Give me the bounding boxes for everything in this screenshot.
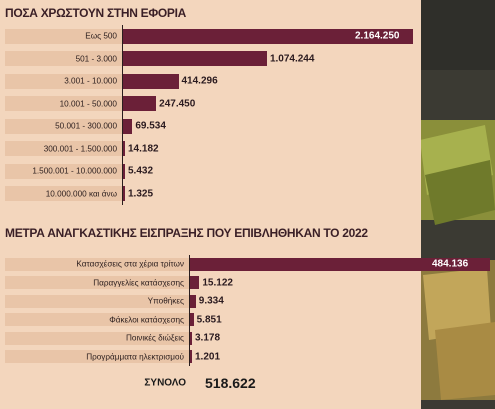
total-label: ΣΥΝΟΛΟ [144, 377, 186, 389]
chart-2-value-label: 9.334 [198, 295, 224, 307]
chart-1-value-label: 2.164.250 [355, 30, 400, 42]
chart-1-row-bg [5, 163, 123, 179]
chart-1-bar [123, 51, 267, 66]
chart-1-category-label: 501 - 3.000 [75, 54, 117, 63]
chart-2-row-bg [5, 276, 190, 289]
chart-2-bar [190, 350, 192, 363]
total-value: 518.622 [205, 375, 256, 391]
chart-1-bar [123, 28, 413, 44]
chart-1-value-label: 14.182 [128, 143, 159, 154]
chart-2-row-bg [5, 294, 190, 308]
chart-1-row-bg [5, 28, 123, 44]
chart-1-row-bg [5, 141, 123, 156]
chart-2-row-bg [5, 331, 190, 345]
chart-1-category-label: 1.500.001 - 10.000.000 [32, 166, 117, 176]
chart-2-category-label: Παραγγελίες κατάσχεσης [93, 278, 184, 287]
chart-2-axis-line [189, 254, 190, 366]
chart-2-value-label: 3.178 [195, 332, 221, 344]
chart-2-bar [190, 294, 196, 308]
chart-2-row-bg [5, 350, 190, 363]
chart-1-row-bg [5, 73, 123, 89]
chart-1-row-bg [5, 118, 123, 134]
chart-1-bar [123, 118, 133, 134]
chart-1-value-label: 247.450 [159, 98, 196, 109]
chart-1-axis-line [122, 24, 123, 205]
chart-1-bar [123, 96, 157, 111]
chart-2-bar [190, 313, 194, 326]
money-photo-image [415, 0, 495, 409]
chart-2-value-label: 1.201 [195, 351, 221, 362]
chart-2-value-label: 484.136 [432, 258, 469, 270]
chart-1-value-label: 414.296 [181, 75, 218, 87]
chart-2-value-label: 15.122 [202, 277, 233, 288]
chart-1-bar [123, 163, 125, 179]
chart-1-category-label: 10.000.000 και άνω [45, 189, 117, 198]
chart-2-category-label: Φάκελοι κατάσχεσης [109, 315, 184, 324]
chart-2-row-bg [5, 257, 190, 271]
chart-2-category-label: Κατασχέσεις στα χέρια τρίτων [76, 259, 184, 269]
chart-2-title: ΜΕΤΡΑ ΑΝΑΓΚΑΣΤΙΚΗΣ ΕΙΣΠΡΑΞΗΣ ΠΟΥ ΕΠΙΒΛΗΘ… [5, 226, 368, 240]
chart-2-category-label: Υποθήκες [147, 296, 184, 306]
chart-2-category-label: Προγράμματα ηλεκτρισμού [86, 352, 184, 361]
chart-1-row-bg [5, 186, 123, 201]
chart-1-bar [123, 73, 179, 89]
chart-1-value-label: 1.325 [128, 188, 154, 199]
chart-1-category-label: 10.001 - 50.000 [59, 99, 117, 108]
chart-1-value-label: 5.432 [128, 165, 154, 177]
chart-1-bar [123, 186, 125, 201]
chart-2-bar [190, 331, 192, 345]
chart-1-value-label: 69.534 [135, 120, 166, 132]
chart-1-row-bg [5, 96, 123, 111]
chart-1-row-bg [5, 51, 123, 66]
chart-1-value-label: 1.074.244 [269, 53, 315, 64]
chart-1-category-label: 3.001 - 10.000 [64, 76, 117, 86]
chart-1-category-label: 50.001 - 300.000 [55, 121, 117, 131]
chart-2-value-label: 5.851 [196, 314, 222, 325]
chart-2-bar [190, 276, 200, 289]
chart-2-category-label: Ποινικές διώξεις [125, 333, 184, 343]
chart-2-row-bg [5, 313, 190, 326]
chart-1-category-label: Εως 500 [85, 31, 117, 41]
chart-1-category-label: 300.001 - 1.500.000 [43, 144, 117, 153]
chart-1-bar [123, 141, 125, 156]
chart-2-bar [190, 257, 490, 271]
chart-1-title: ΠΟΣΑ ΧΡΩΣΤΟΥΝ ΣΤΗΝ ΕΦΟΡΙΑ [5, 6, 187, 20]
